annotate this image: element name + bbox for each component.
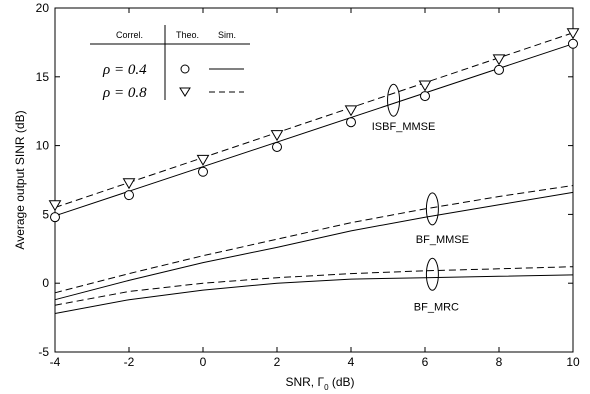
theory-point-circle bbox=[198, 166, 208, 177]
series-layer bbox=[54, 32, 574, 314]
theory-point-triangle bbox=[270, 130, 284, 142]
group-ellipse bbox=[425, 257, 439, 291]
tick-labels: -4 -2 0 2 4 6 8 10 -5 0 5 10 15 20 bbox=[36, 1, 580, 369]
axis-ticks bbox=[54, 7, 574, 353]
y-tick-label: 15 bbox=[36, 70, 50, 84]
x-tick-label: 10 bbox=[566, 355, 580, 369]
group-label: BF_MRC bbox=[414, 301, 459, 313]
x-tick-label: 6 bbox=[422, 355, 429, 369]
series-line-bf-mrc-rho-08 bbox=[54, 266, 574, 306]
theory-point-triangle bbox=[492, 54, 506, 66]
group-ellipse bbox=[425, 192, 439, 226]
group-ellipse bbox=[387, 83, 401, 117]
theory-point-triangle bbox=[418, 80, 432, 92]
markers-layer bbox=[48, 28, 580, 223]
theory-point-circle bbox=[346, 117, 356, 128]
theory-point-circle bbox=[272, 141, 282, 152]
x-tick-label: 2 bbox=[274, 355, 281, 369]
y-tick-label: -5 bbox=[38, 345, 49, 359]
theory-point-triangle bbox=[48, 200, 62, 212]
y-tick-label: 0 bbox=[42, 276, 49, 290]
legend-triangle-marker bbox=[179, 87, 191, 97]
legend-circle-marker bbox=[180, 64, 190, 74]
x-tick-label: 4 bbox=[348, 355, 355, 369]
legend-row-2-label: ρ = 0.8 bbox=[102, 85, 147, 101]
x-tick-label: -4 bbox=[50, 355, 61, 369]
series-line-bf-mmse-rho-04 bbox=[54, 191, 574, 301]
y-tick-label: 10 bbox=[36, 139, 50, 153]
series-line-isbf-mmse-rho-08 bbox=[54, 32, 574, 208]
x-axis-title: SNR, Γ0 (dB) bbox=[285, 375, 354, 392]
plot-frame bbox=[54, 7, 574, 353]
x-tick-label: -2 bbox=[124, 355, 135, 369]
legend-row-1-label: ρ = 0.4 bbox=[102, 62, 147, 78]
theory-point-circle bbox=[124, 190, 134, 201]
group-label: ISBF_MMSE bbox=[372, 121, 436, 133]
series-line-isbf-mmse-rho-04 bbox=[54, 43, 574, 217]
legend-header-sim: Sim. bbox=[218, 30, 236, 40]
group-label: BF_MMSE bbox=[416, 234, 469, 246]
theory-point-triangle bbox=[122, 178, 136, 190]
y-tick-label: 20 bbox=[36, 1, 50, 15]
x-tick-label: 8 bbox=[496, 355, 503, 369]
theory-point-circle bbox=[50, 212, 60, 223]
theory-point-triangle bbox=[566, 28, 580, 40]
y-axis-title: Average output SINR (dB) bbox=[13, 110, 27, 249]
theory-point-circle bbox=[494, 64, 504, 75]
legend-header-theo: Theo. bbox=[176, 30, 199, 40]
series-line-bf-mmse-rho-08 bbox=[54, 185, 574, 294]
theory-point-circle bbox=[420, 91, 430, 102]
theory-point-circle bbox=[568, 38, 578, 49]
theory-point-triangle bbox=[196, 154, 210, 166]
theory-point-triangle bbox=[344, 105, 358, 117]
y-tick-label: 5 bbox=[42, 207, 49, 221]
legend-header-correl: Correl. bbox=[116, 30, 143, 40]
legend: Correl. Theo. Sim. ρ = 0.4 ρ = 0.8 bbox=[90, 25, 250, 101]
x-tick-label: 0 bbox=[200, 355, 207, 369]
series-line-bf-mrc-rho-04 bbox=[54, 274, 574, 314]
group-labels: ISBF_MMSE BF_MMSE BF_MRC bbox=[372, 83, 469, 313]
